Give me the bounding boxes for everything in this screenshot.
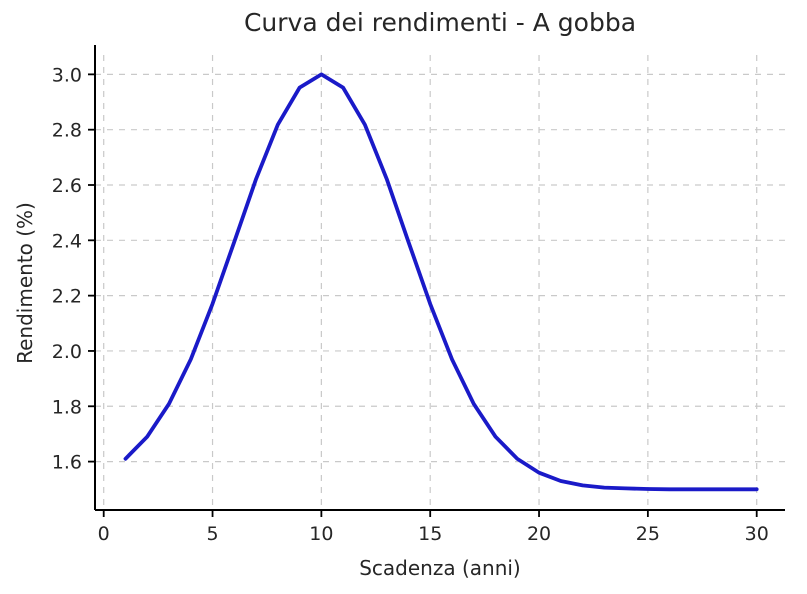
y-tick-label: 2.0 [52,341,82,363]
y-tick-label: 2.4 [52,230,82,252]
y-tick-label: 2.6 [52,175,82,197]
x-tick-label: 30 [745,523,769,545]
x-tick-label: 20 [527,523,551,545]
y-tick-label: 2.2 [52,286,82,308]
chart-title: Curva dei rendimenti - A gobba [243,8,637,37]
yield-curve-line [123,72,759,492]
y-tick-label: 1.6 [52,452,82,474]
y-tick-label: 1.8 [52,396,82,418]
x-tick-label: 0 [98,523,110,545]
x-axis-label: Scadenza (anni) [359,556,521,580]
x-tick-label: 15 [418,523,442,545]
x-tick-label: 10 [309,523,333,545]
x-tick-label: 25 [636,523,660,545]
y-tick-label: 2.8 [52,120,82,142]
y-tick-label: 3.0 [52,64,82,86]
x-tick-label: 5 [206,523,218,545]
